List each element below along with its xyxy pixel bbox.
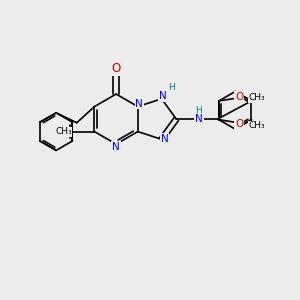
Text: CH₃: CH₃ xyxy=(249,121,266,130)
Text: O: O xyxy=(235,119,243,129)
Text: N: N xyxy=(159,91,167,101)
Text: N: N xyxy=(161,134,168,144)
Text: O: O xyxy=(112,62,121,75)
Text: N: N xyxy=(135,99,143,109)
Text: H: H xyxy=(196,106,202,115)
Text: N: N xyxy=(112,142,120,152)
Text: N: N xyxy=(195,114,203,124)
Text: H: H xyxy=(169,83,175,92)
Text: CH₃: CH₃ xyxy=(55,127,72,136)
Text: O: O xyxy=(235,92,243,101)
Text: CH₃: CH₃ xyxy=(249,94,266,103)
